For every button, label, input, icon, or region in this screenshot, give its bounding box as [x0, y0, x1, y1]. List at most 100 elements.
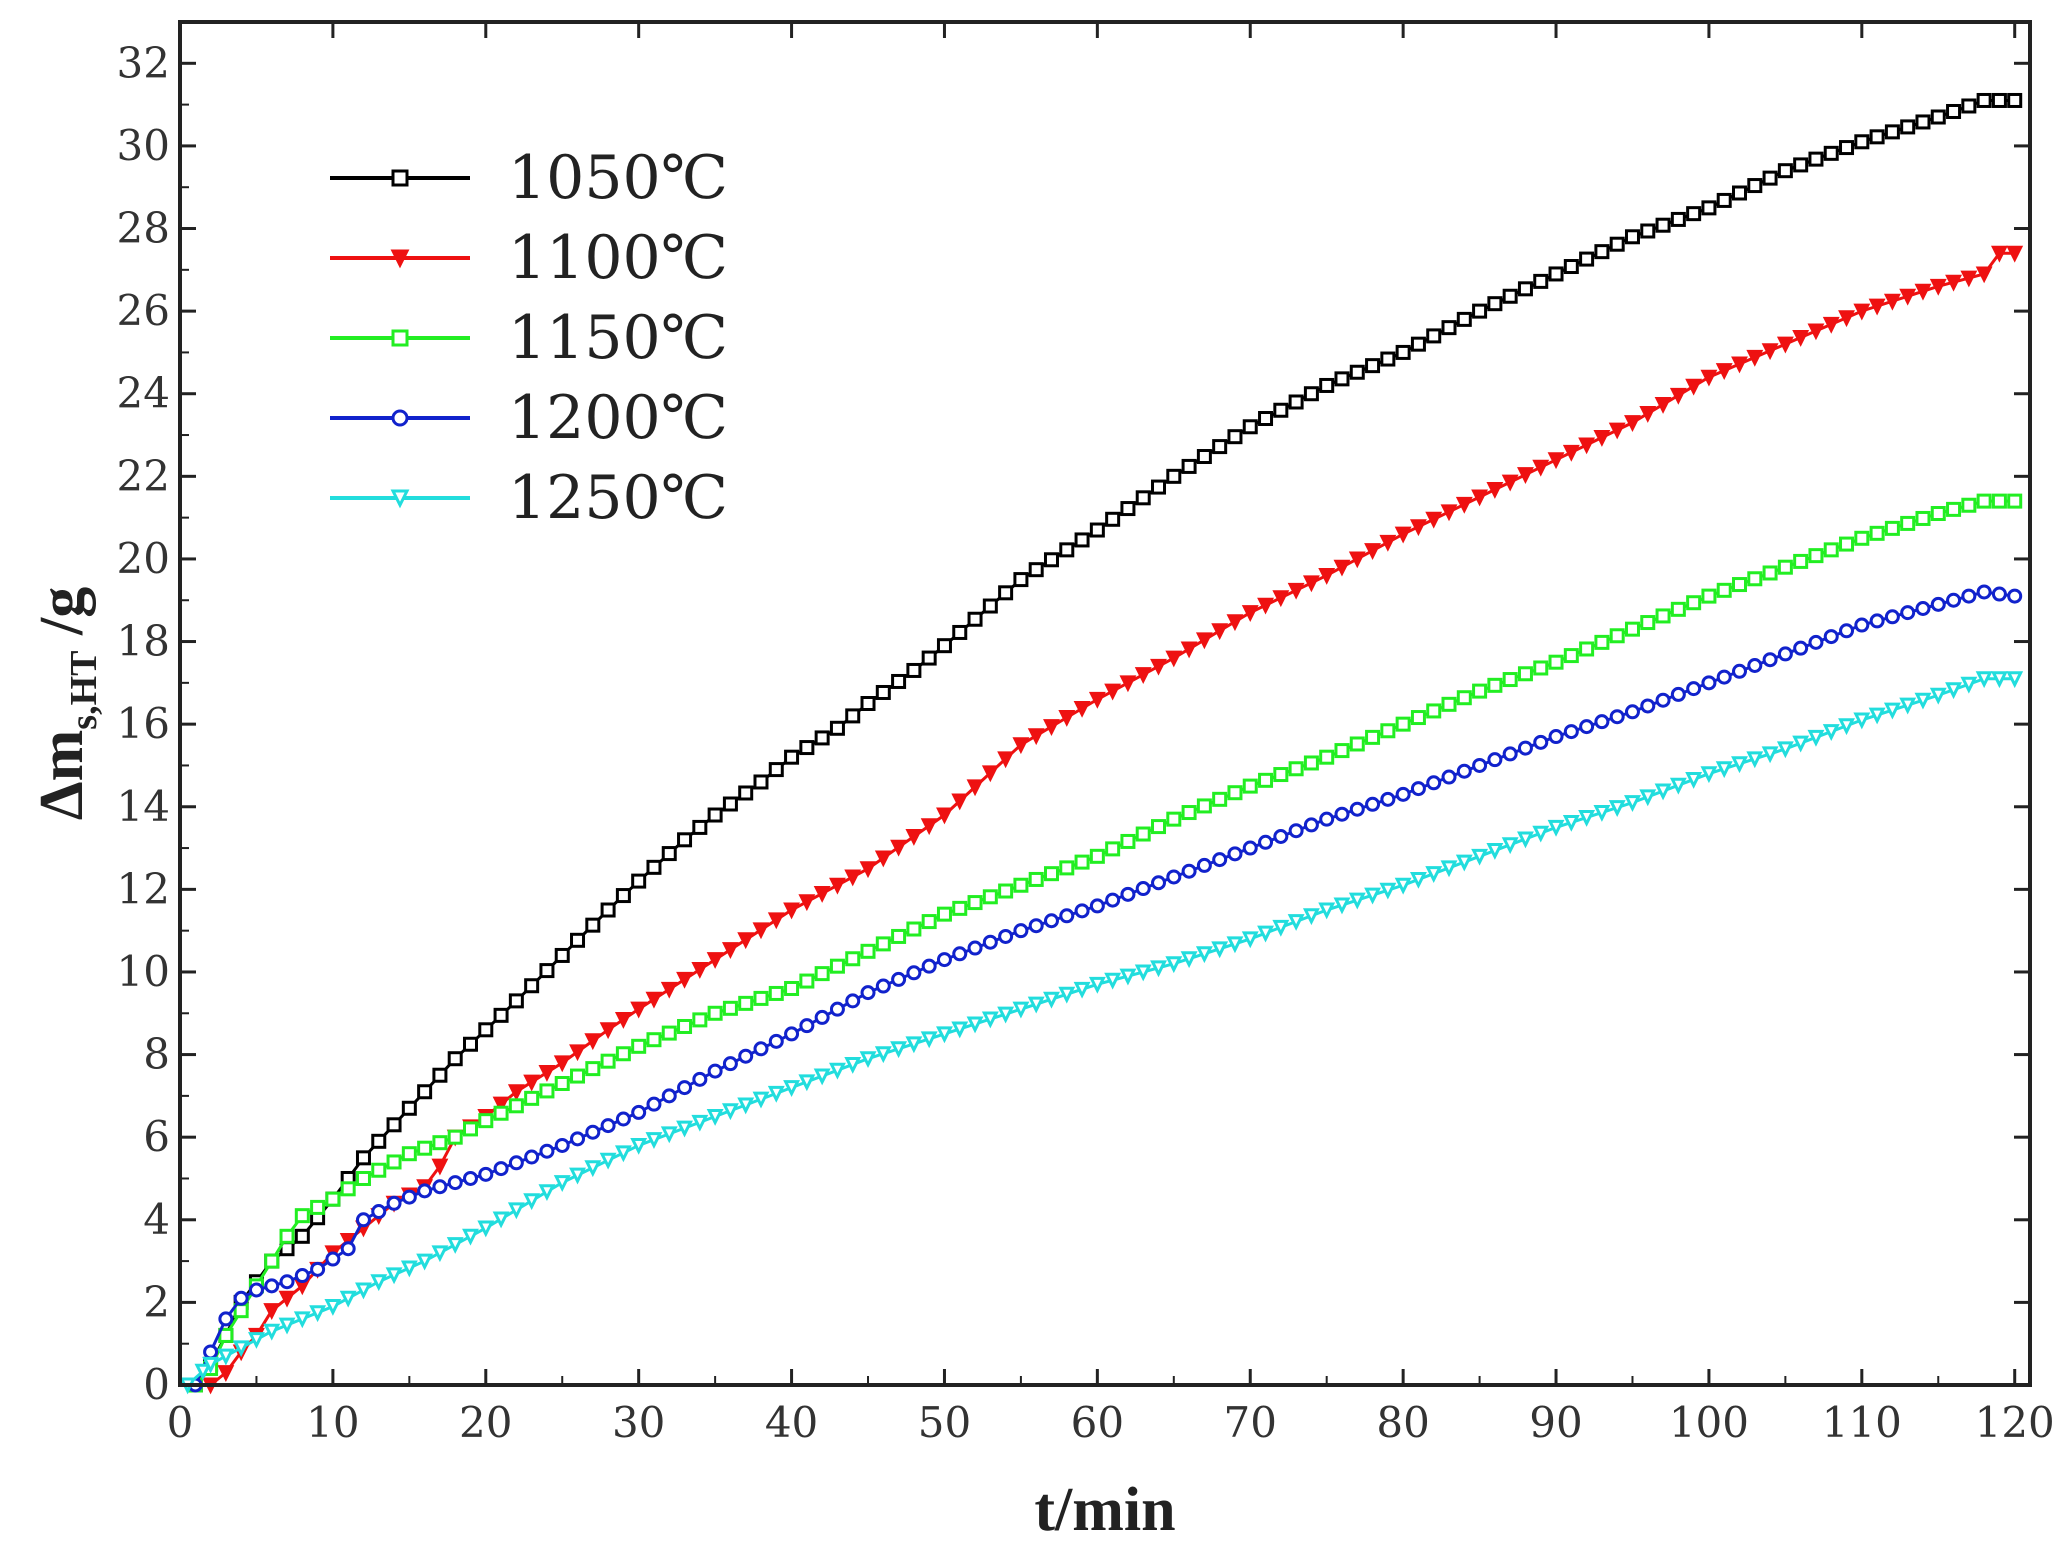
data-point: [951, 793, 969, 811]
data-point: [1686, 681, 1702, 697]
data-point: [1426, 328, 1442, 344]
data-point: [569, 1044, 586, 1062]
data-point: [1074, 854, 1090, 870]
data-point: [1105, 511, 1121, 527]
data-point: [1731, 356, 1748, 374]
data-point: [721, 1103, 739, 1121]
data-point: [1930, 596, 1946, 612]
x-tick-label: 20: [459, 1398, 512, 1447]
data-point: [752, 1091, 770, 1109]
data-point: [1991, 92, 2007, 108]
data-point: [507, 1202, 525, 1220]
x-tick-label: 0: [167, 1398, 194, 1447]
data-point: [1701, 588, 1717, 604]
data-point: [660, 1126, 678, 1144]
data-point: [981, 765, 999, 783]
data-point: [1914, 692, 1932, 710]
data-point: [1134, 964, 1152, 982]
data-point: [1455, 496, 1473, 514]
data-point: [554, 947, 570, 963]
data-point: [570, 1068, 586, 1084]
data-point: [324, 1299, 342, 1316]
data-point: [310, 1261, 326, 1277]
data-point: [1884, 520, 1900, 536]
data-point: [1258, 772, 1274, 788]
data-point: [1640, 223, 1656, 239]
data-point: [767, 1085, 785, 1103]
data-point: [631, 873, 647, 889]
data-point: [1288, 761, 1304, 777]
y-tick-label: 0: [143, 1360, 170, 1409]
data-point: [1990, 245, 2008, 263]
data-point: [1394, 526, 1412, 544]
data-point: [1639, 406, 1657, 423]
data-point: [859, 1051, 877, 1069]
data-point: [1900, 515, 1916, 531]
data-point: [1426, 703, 1442, 719]
data-point: [967, 895, 983, 911]
data-point: [1868, 707, 1886, 725]
data-point: [1670, 686, 1686, 702]
data-point: [1180, 641, 1198, 659]
data-point: [875, 978, 891, 994]
data-point: [1380, 791, 1396, 807]
y-tick-label: 18: [117, 617, 170, 666]
data-point: [194, 1363, 212, 1381]
data-point: [1196, 449, 1212, 465]
data-point: [1732, 185, 1748, 201]
data-point: [646, 1096, 662, 1112]
data-point: [1456, 311, 1472, 327]
y-tick-label: 28: [117, 204, 170, 253]
x-tick-label: 30: [612, 1398, 665, 1447]
data-point: [294, 1208, 310, 1224]
data-point: [1961, 588, 1977, 604]
data-point: [1410, 781, 1426, 797]
data-point: [1380, 351, 1396, 367]
data-point: [1135, 826, 1151, 842]
data-point: [784, 1026, 800, 1042]
data-point: [1395, 716, 1411, 732]
data-point: [1501, 837, 1519, 855]
data-point: [1716, 192, 1732, 208]
data-point: [1134, 667, 1152, 684]
data-point: [1853, 712, 1871, 730]
data-point: [1823, 542, 1839, 558]
data-point: [982, 598, 998, 614]
y-tick-label: 20: [117, 534, 170, 583]
data-point: [768, 1033, 784, 1049]
data-point: [1227, 429, 1243, 445]
data-point: [1334, 806, 1350, 822]
data-point: [1348, 551, 1366, 569]
data-point: [293, 1311, 311, 1329]
data-point: [1946, 103, 1962, 119]
data-point: [1946, 501, 1962, 517]
data-point: [1808, 634, 1824, 650]
data-point: [646, 859, 662, 875]
legend: 1050℃ 1100℃ 1150℃ 1200℃ 1250℃: [330, 143, 728, 533]
x-tick-label: 110: [1822, 1398, 1902, 1447]
data-point: [2006, 245, 2024, 263]
data-point: [860, 943, 876, 959]
data-point: [1823, 145, 1839, 161]
data-point: [1639, 789, 1657, 807]
data-point: [767, 912, 785, 930]
data-point: [371, 1162, 387, 1178]
data-point: [615, 1111, 631, 1127]
data-point: [936, 807, 953, 825]
data-point: [478, 1022, 494, 1038]
x-tick-label: 40: [765, 1398, 818, 1447]
data-point: [1899, 697, 1917, 715]
series-1250℃: [179, 671, 2024, 1395]
data-point: [1608, 422, 1626, 440]
data-point: [966, 779, 984, 797]
data-point: [738, 785, 754, 801]
data-point: [600, 902, 616, 918]
data-point: [844, 869, 862, 887]
data-point: [1425, 866, 1443, 884]
data-point: [952, 624, 968, 640]
data-point: [248, 1282, 264, 1298]
data-point: [997, 751, 1015, 769]
data-point: [1900, 119, 1916, 135]
data-point: [753, 774, 769, 790]
data-point: [1241, 931, 1259, 949]
